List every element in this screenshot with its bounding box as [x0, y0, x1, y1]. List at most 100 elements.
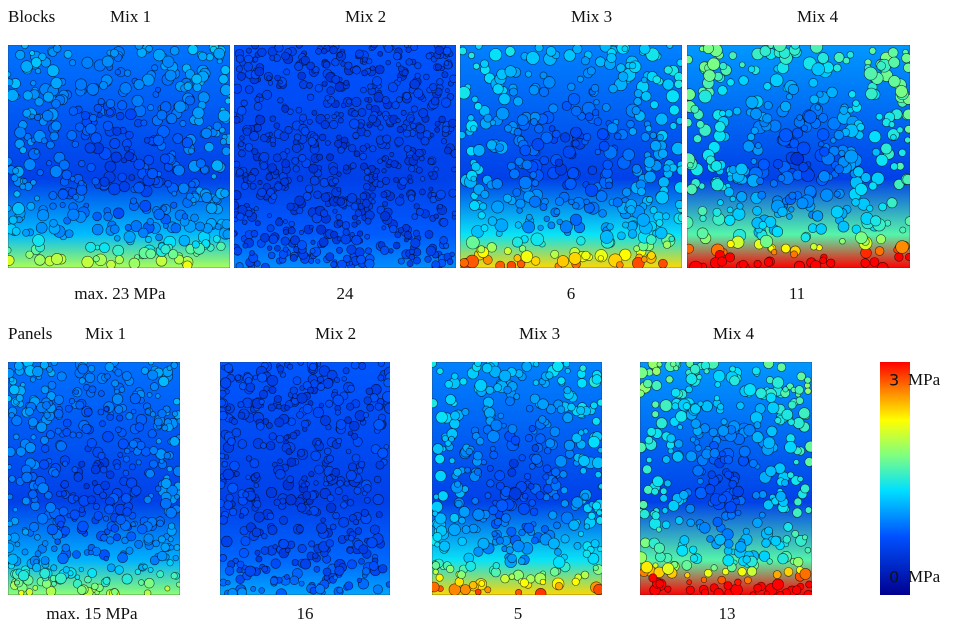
particle — [477, 245, 486, 254]
particle — [297, 543, 307, 553]
particle — [111, 379, 119, 388]
particle — [110, 224, 120, 234]
particle — [277, 97, 284, 104]
particle — [137, 524, 148, 535]
particle — [757, 158, 770, 171]
particle — [561, 101, 572, 111]
particle — [533, 362, 540, 368]
particle — [87, 364, 96, 373]
particle — [99, 81, 108, 90]
particle — [480, 59, 489, 69]
particle — [363, 129, 371, 137]
particle — [491, 530, 498, 537]
particle — [781, 478, 789, 487]
particle — [74, 574, 81, 580]
particle — [640, 132, 651, 142]
particle — [121, 371, 132, 381]
particle — [53, 45, 62, 53]
particle — [656, 133, 664, 142]
particle — [364, 247, 372, 255]
particle — [355, 49, 364, 59]
particle — [218, 74, 229, 85]
particle — [300, 55, 310, 65]
particle — [646, 456, 653, 464]
particle — [285, 547, 291, 553]
particle — [45, 502, 56, 513]
particle — [114, 255, 124, 265]
particle — [786, 213, 793, 220]
particle — [576, 378, 588, 389]
particle — [797, 475, 804, 483]
particle — [170, 362, 178, 369]
particle — [147, 168, 159, 180]
particle — [888, 75, 901, 88]
particle — [274, 182, 283, 191]
particle — [598, 209, 607, 218]
particle — [318, 402, 325, 408]
particle — [77, 585, 87, 595]
particle — [347, 193, 358, 204]
particle — [460, 131, 466, 140]
particle — [68, 398, 76, 405]
particle — [473, 467, 482, 476]
stress-map — [687, 45, 910, 268]
particle — [267, 80, 274, 86]
particle — [34, 550, 42, 558]
stress-map — [432, 362, 602, 595]
particle — [472, 62, 480, 70]
particle — [803, 110, 817, 124]
panel-title: Mix 4 — [713, 324, 755, 343]
particle — [874, 246, 885, 256]
particle — [409, 79, 420, 90]
particle — [46, 365, 53, 373]
particle — [225, 405, 232, 411]
particle — [291, 156, 300, 165]
particle — [306, 386, 314, 394]
particle — [467, 51, 475, 59]
particle — [529, 393, 541, 404]
particle — [672, 451, 684, 463]
particle — [236, 567, 243, 574]
particle — [826, 86, 838, 98]
particle — [428, 171, 434, 177]
particle — [91, 177, 100, 186]
particle — [29, 522, 39, 532]
particle — [391, 101, 400, 110]
particle — [342, 367, 350, 375]
particle — [526, 51, 540, 65]
particle — [446, 564, 455, 574]
particle — [326, 502, 337, 513]
particle — [473, 451, 483, 461]
particle — [420, 136, 430, 146]
particle — [148, 362, 154, 366]
particle — [772, 578, 784, 591]
particle — [331, 75, 341, 84]
particle — [287, 363, 294, 370]
particle — [516, 207, 523, 214]
particle — [265, 486, 277, 498]
particle — [554, 548, 562, 556]
particle — [256, 422, 265, 431]
particle — [28, 489, 38, 499]
particle — [413, 88, 424, 99]
particle — [335, 437, 343, 445]
particle — [220, 65, 230, 75]
particle — [229, 507, 238, 517]
particle — [614, 132, 622, 140]
particle — [521, 492, 529, 500]
particle — [268, 432, 277, 441]
particle — [9, 384, 20, 395]
particle — [172, 410, 179, 417]
particle — [528, 499, 536, 507]
particle — [492, 83, 504, 95]
particle — [796, 114, 803, 121]
particle — [268, 251, 276, 260]
particle — [407, 194, 416, 202]
particle — [587, 552, 600, 565]
particle — [698, 89, 712, 104]
particle — [144, 236, 152, 244]
particle — [612, 197, 623, 208]
particle — [868, 130, 882, 143]
particle — [479, 202, 488, 211]
particle — [528, 84, 540, 96]
